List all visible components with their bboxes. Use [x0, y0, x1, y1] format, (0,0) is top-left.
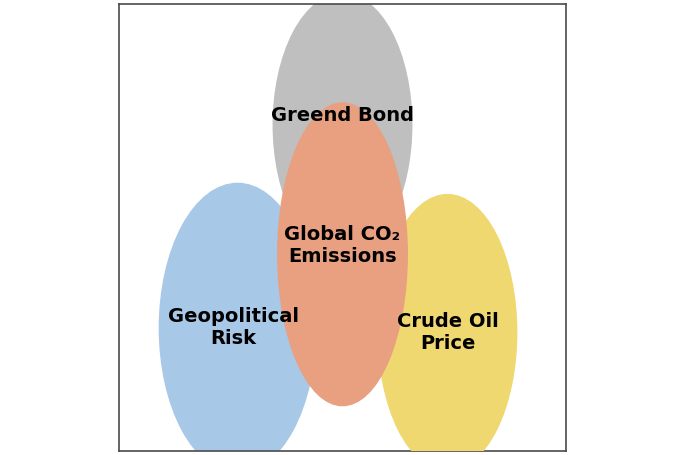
Text: Greend Bond: Greend Bond — [271, 106, 414, 125]
Ellipse shape — [378, 195, 516, 455]
Text: Global CO₂
Emissions: Global CO₂ Emissions — [284, 225, 401, 266]
Text: Geopolitical
Risk: Geopolitical Risk — [168, 308, 299, 349]
Ellipse shape — [273, 0, 412, 256]
Ellipse shape — [160, 183, 316, 455]
Ellipse shape — [277, 103, 408, 405]
Text: Crude Oil
Price: Crude Oil Price — [397, 312, 499, 353]
